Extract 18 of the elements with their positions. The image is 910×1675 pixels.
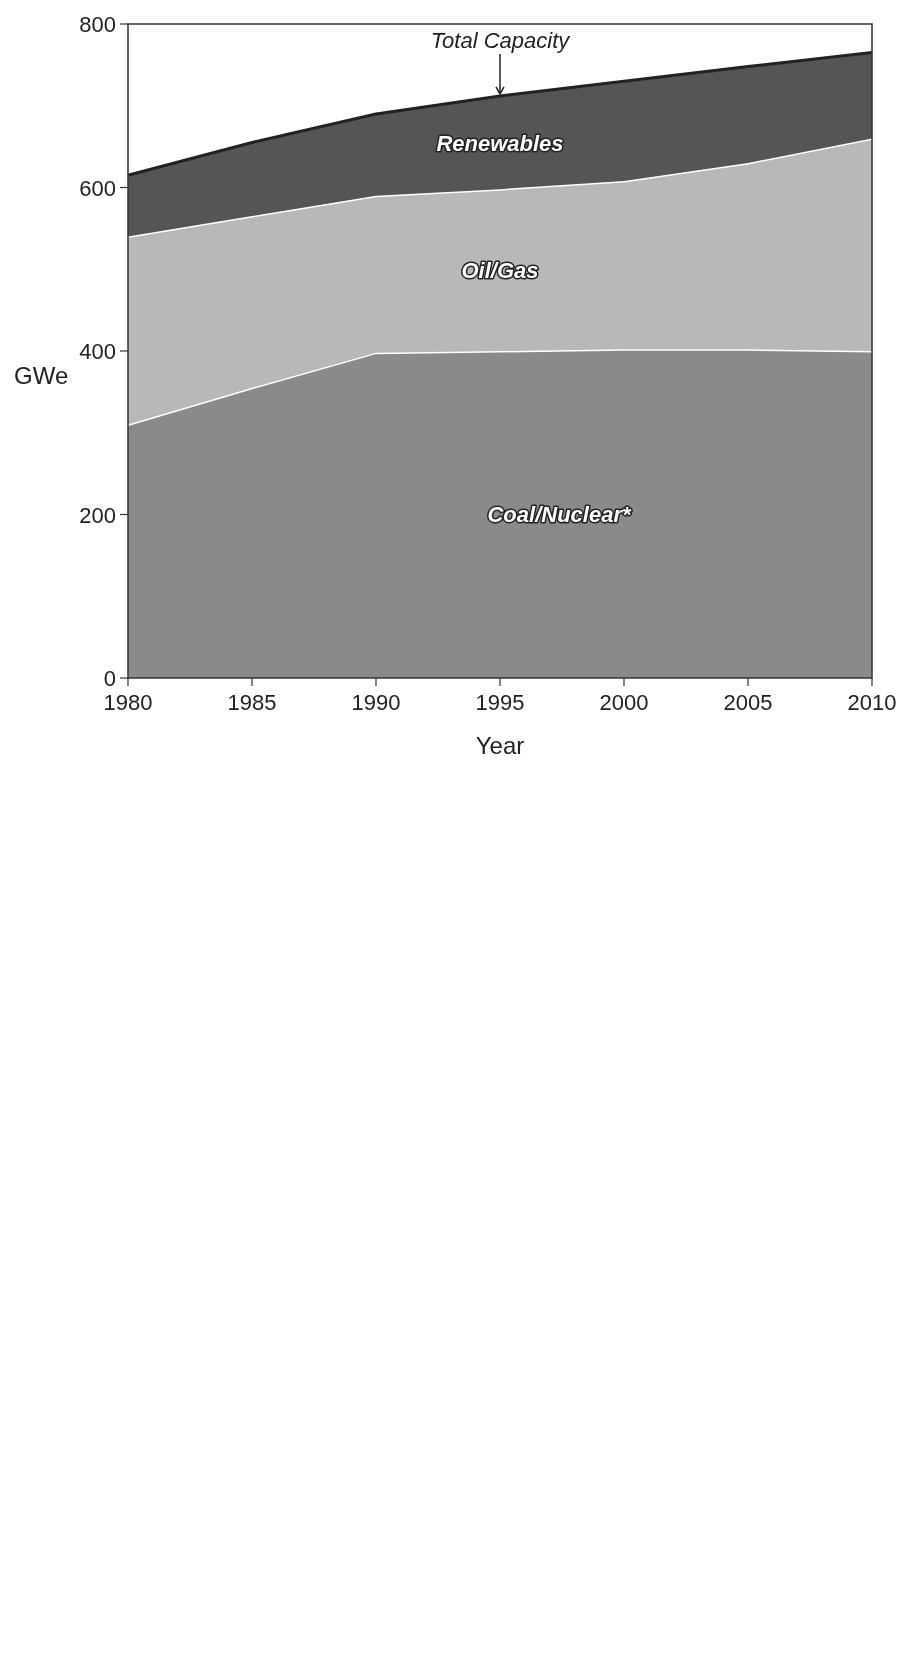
y-tick-label: 200 (79, 502, 116, 528)
y-tick-label: 600 (79, 175, 116, 201)
annotation: Total Capacity (430, 28, 572, 53)
series-label: Renewables (436, 130, 564, 156)
x-tick-label: 1990 (351, 690, 401, 715)
x-axis-title: Year (475, 732, 525, 759)
y-tick-label: 0 (103, 666, 116, 691)
series-label: Oil/Gas (461, 258, 539, 284)
x-tick-label: 1995 (475, 690, 525, 715)
x-tick-label: 1985 (227, 690, 277, 715)
x-tick-label: 2000 (599, 690, 649, 715)
y-axis-title: GWe (14, 361, 69, 389)
x-tick-label: 1980 (103, 690, 153, 715)
x-tick-label: 2005 (723, 690, 773, 715)
x-tick-label: 2010 (847, 690, 897, 715)
series-label: Coal/Nuclear* (487, 501, 632, 527)
y-tick-label: 400 (79, 339, 116, 364)
y-tick-label: 800 (79, 12, 116, 37)
